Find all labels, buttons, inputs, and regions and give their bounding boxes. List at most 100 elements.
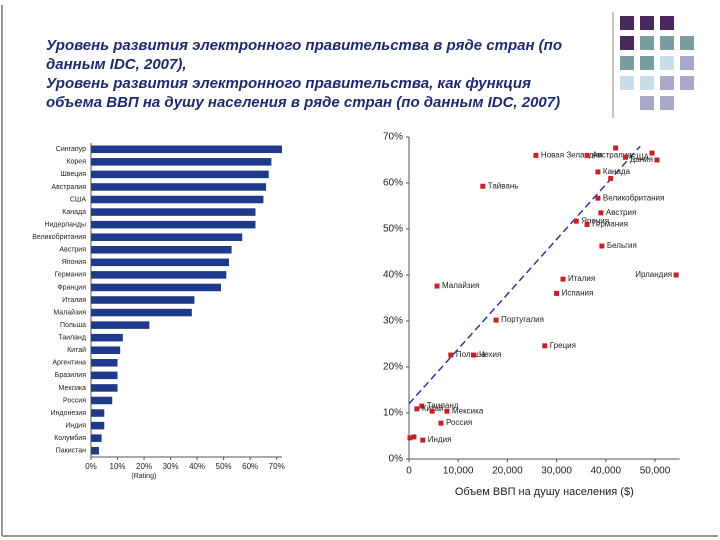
bar <box>91 296 195 304</box>
point-label: Индия <box>428 435 452 444</box>
y-tick-label: 70% <box>383 132 403 143</box>
y-tick-label: Индия <box>65 422 86 429</box>
bar <box>91 145 282 154</box>
point <box>599 243 605 249</box>
point <box>613 145 619 151</box>
bar <box>91 245 232 254</box>
point-label: Новая Зеландия <box>541 151 602 160</box>
bar <box>91 434 102 442</box>
y-tick-label: 40% <box>383 270 403 281</box>
y-tick-label: Малайзия <box>53 308 86 316</box>
point <box>673 272 679 278</box>
point <box>414 406 420 412</box>
point <box>595 195 601 201</box>
y-tick-label: 10% <box>383 408 403 419</box>
y-tick-label: Великобритания <box>32 233 86 241</box>
y-tick-label: 0% <box>389 454 404 465</box>
y-tick-label: Индонезия <box>51 410 87 417</box>
point <box>533 152 539 158</box>
x-tick-label: 20% <box>136 462 152 471</box>
point-label: Португалия <box>501 315 544 324</box>
x-tick-label: 0 <box>406 466 412 477</box>
y-tick-label: Россия <box>63 397 86 404</box>
y-tick-label: Германия <box>55 272 87 279</box>
x-tick-label: 60% <box>242 462 258 471</box>
y-tick-label: Китай <box>67 346 86 354</box>
point <box>407 435 413 441</box>
point-label: Польша <box>456 350 486 359</box>
y-tick-label: 20% <box>383 362 403 373</box>
point <box>420 437 426 443</box>
x-tick-label: 10% <box>110 462 126 471</box>
point <box>444 408 450 414</box>
point-label: Таиланд <box>427 401 459 410</box>
y-tick-label: 50% <box>383 224 403 235</box>
x-axis-label: Объем ВВП на душу населения ($) <box>455 486 634 498</box>
point <box>411 434 417 440</box>
y-tick-label: Колумбия <box>54 434 86 442</box>
point-label: Мексика <box>452 406 484 415</box>
bar <box>91 421 105 430</box>
point-label: Малайзия <box>442 281 479 290</box>
point <box>654 157 660 163</box>
bar <box>91 321 150 329</box>
x-tick-label: 70% <box>269 462 285 471</box>
y-tick-label: США <box>70 196 86 203</box>
bar <box>91 359 118 367</box>
y-tick-label: Польша <box>60 322 86 329</box>
bar <box>91 208 256 216</box>
bar <box>91 158 272 166</box>
y-tick-label: 30% <box>383 316 403 327</box>
y-tick-label: Аргентина <box>52 360 86 367</box>
y-tick-label: Япония <box>62 259 87 266</box>
point <box>573 218 579 224</box>
bar <box>91 258 229 267</box>
point-label: Ирландия <box>635 270 672 279</box>
x-tick-label: 50% <box>216 462 232 471</box>
bar <box>91 220 256 229</box>
bar <box>91 371 118 380</box>
point-label: Россия <box>446 418 472 427</box>
point-label: Италия <box>568 274 595 283</box>
point <box>584 152 590 158</box>
point <box>434 283 440 289</box>
y-tick-label: Нидерланды <box>44 221 86 228</box>
y-tick-label: Пакистан <box>56 448 86 455</box>
point <box>595 169 601 175</box>
y-tick-label: Австралия <box>51 184 86 191</box>
y-tick-label: Таиланд <box>58 335 86 342</box>
bar <box>91 409 105 417</box>
point-label: Испания <box>562 289 594 298</box>
point-label: Тайвань <box>488 181 519 190</box>
x-tick-label: 10,000 <box>443 466 474 477</box>
x-tick-label: 20,000 <box>492 466 523 477</box>
point-label: Япония <box>581 216 609 225</box>
point-label: Бельгия <box>607 241 637 250</box>
point <box>649 150 655 156</box>
point <box>560 276 566 282</box>
point <box>480 183 486 189</box>
point <box>448 352 454 358</box>
point-label: Великобритания <box>603 193 664 202</box>
title-line: объема ВВП на душу населения в ряде стра… <box>46 94 560 111</box>
bar <box>91 396 113 405</box>
bar <box>91 346 121 355</box>
point-label: Греция <box>550 341 576 350</box>
y-tick-label: Канада <box>62 209 86 216</box>
x-tick-label: 0% <box>85 462 97 471</box>
y-tick-label: Мексика <box>59 385 87 392</box>
y-tick-label: Швеция <box>60 171 86 178</box>
x-tick-label: 50,000 <box>640 466 671 477</box>
bar <box>91 384 118 392</box>
x-tick-label: 30% <box>163 462 179 471</box>
x-tick-label: 40,000 <box>591 466 622 477</box>
point-label: Канада <box>603 167 631 176</box>
trend-line <box>408 145 641 405</box>
title-line: данным IDC, 2007), <box>46 56 187 73</box>
point-label: Австрия <box>606 208 636 217</box>
point-label: Чехия <box>479 350 501 359</box>
point-label: Германия <box>592 220 628 229</box>
decor-squares <box>620 16 694 110</box>
point <box>622 154 628 160</box>
